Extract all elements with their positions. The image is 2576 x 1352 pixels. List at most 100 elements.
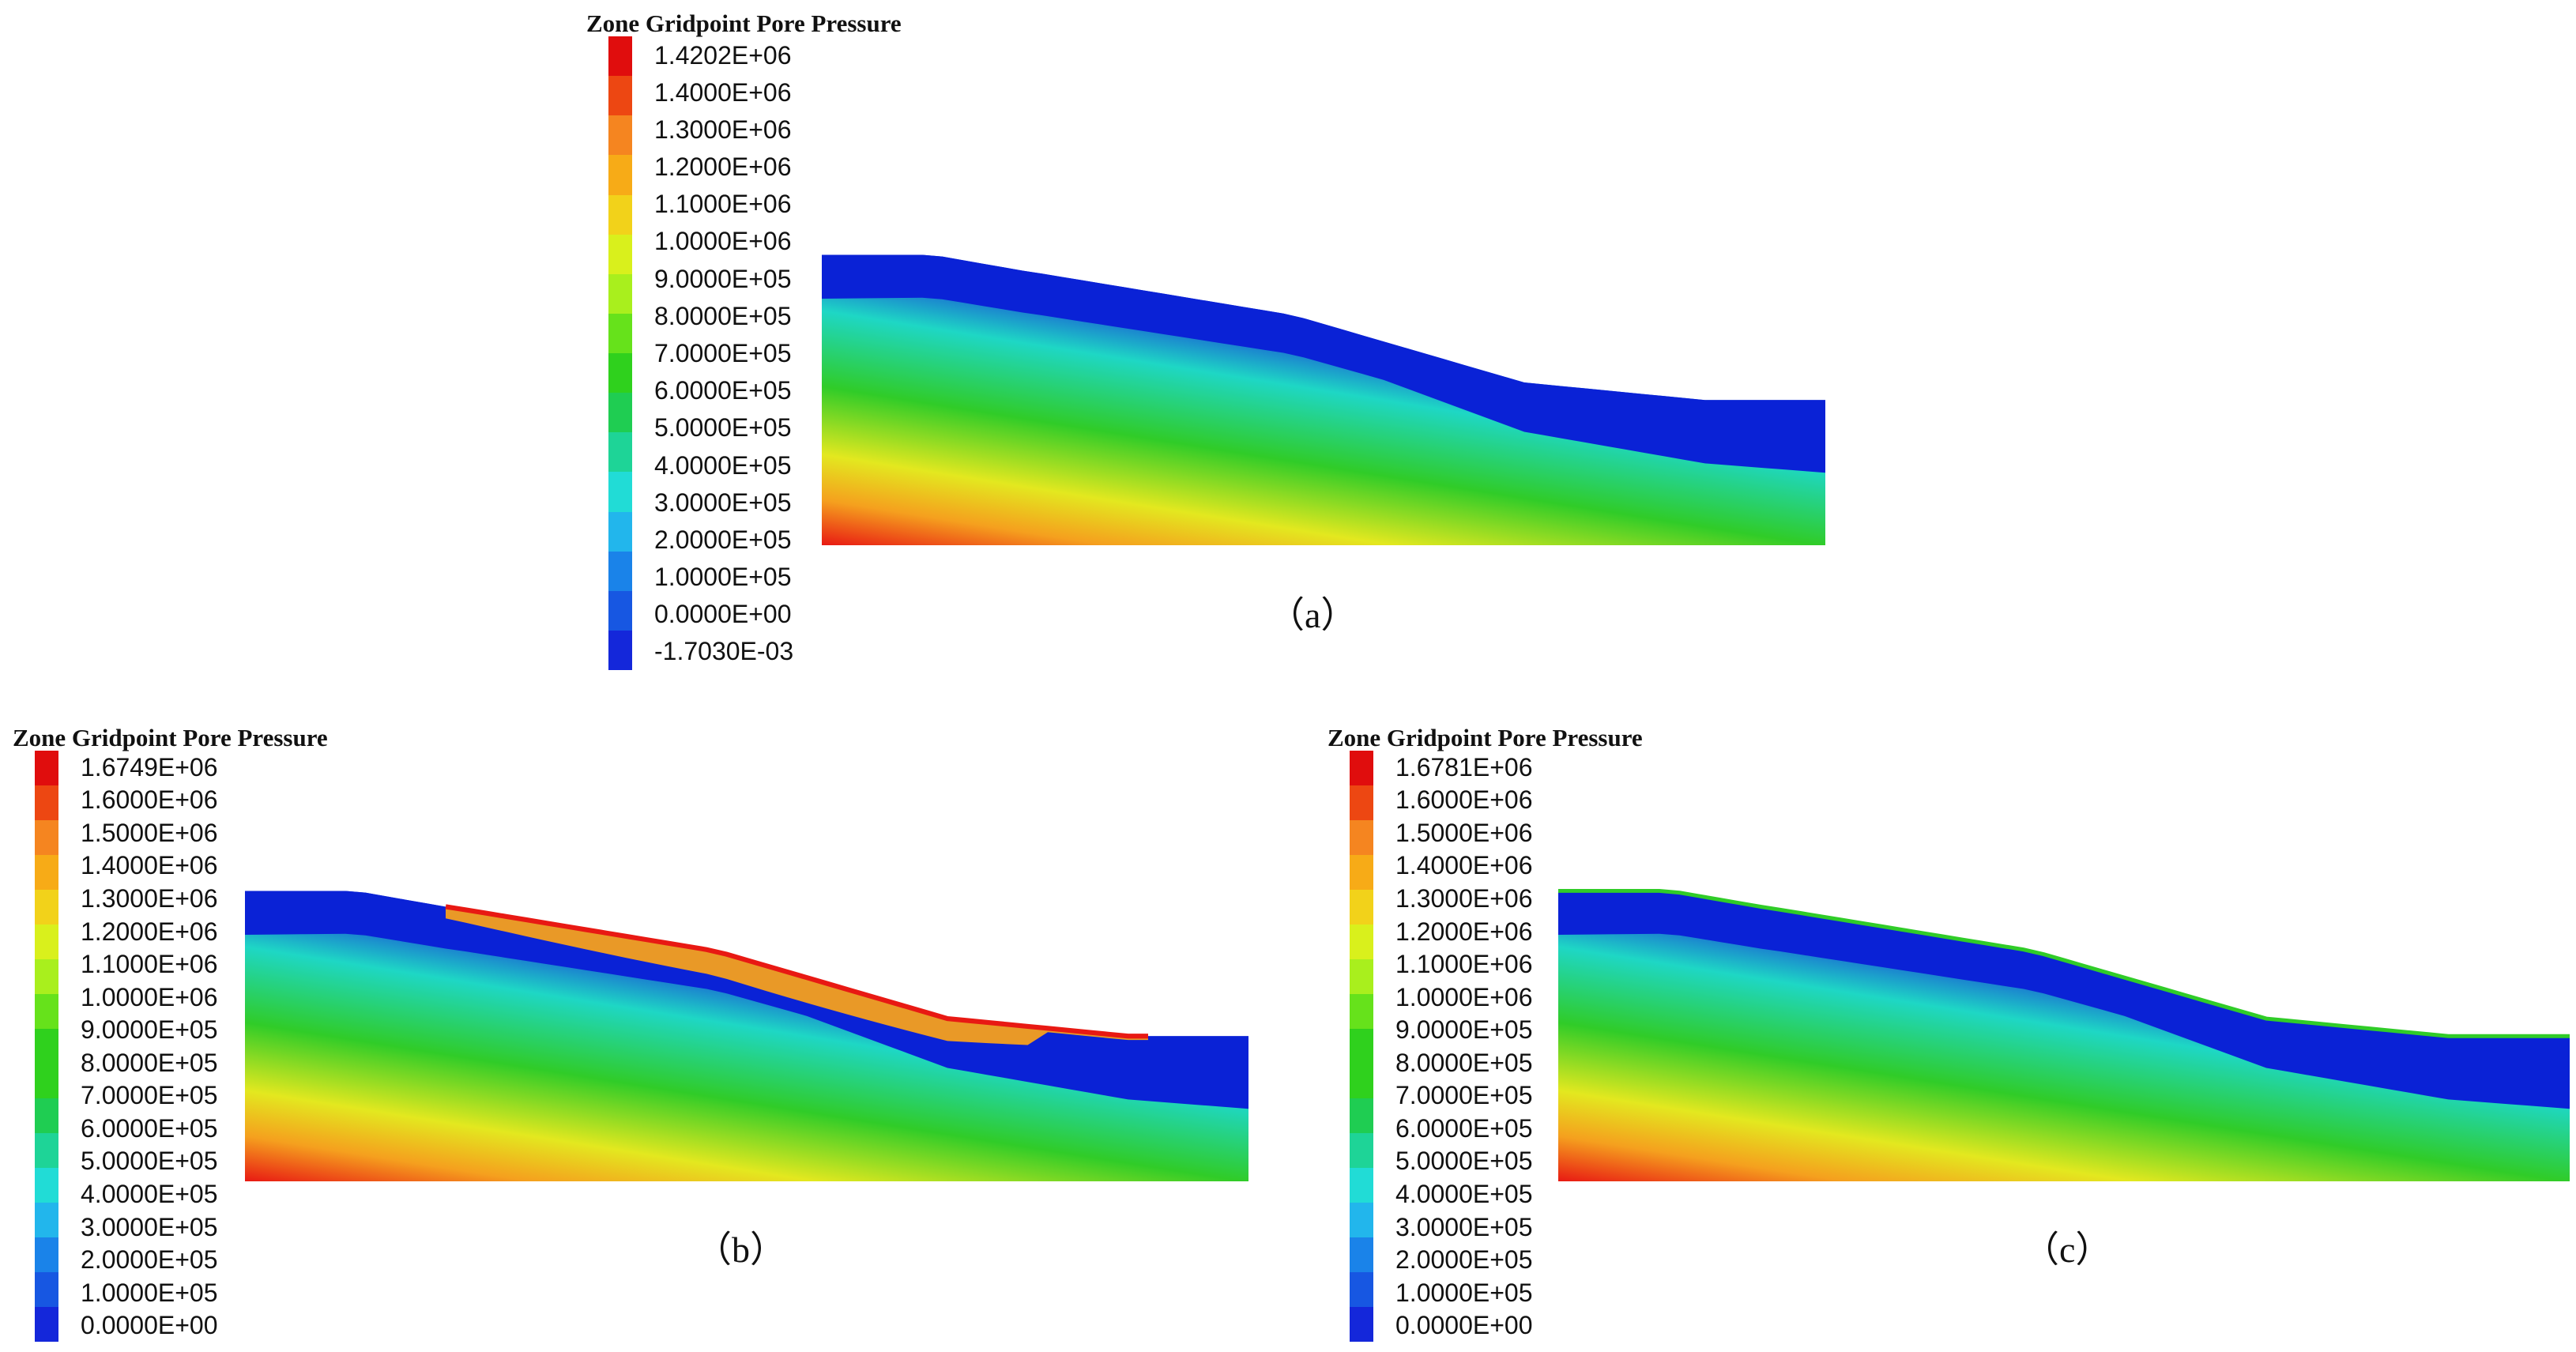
legend-tick-label: 1.4000E+06 [81,851,218,880]
legend-tick-label: 1.6000E+06 [81,785,218,815]
legend-tick-label: 5.0000E+05 [81,1147,218,1176]
color-bar [35,751,58,1342]
color-bar-swatch [35,890,58,925]
color-bar-swatch [35,1272,58,1307]
color-bar-swatch [35,1064,58,1098]
color-bar-swatch [1350,1168,1373,1203]
legend-tick-label: 0.0000E+00 [1395,1311,1533,1340]
unsaturated-zone [822,254,1825,473]
color-bar-swatch [608,353,632,394]
color-bar-swatch [1350,1272,1373,1307]
color-bar-swatch [35,1029,58,1064]
legend-tick-label: 8.0000E+05 [1395,1048,1533,1077]
color-bar-swatch [1350,1064,1373,1098]
color-bar-swatch [608,194,632,235]
color-bar-swatch [1350,1203,1373,1237]
legend-tick-label: 0.0000E+00 [81,1311,218,1340]
legend-tick-label: 1.3000E+06 [81,884,218,913]
color-bar-swatch [608,36,632,77]
pore-pressure-contour-plot [245,891,1248,1181]
legend-tick-label: 8.0000E+05 [654,301,792,330]
legend-tick-label: 1.4202E+06 [654,40,792,70]
color-bar-swatch [608,273,632,314]
color-bar-swatch [1350,785,1373,820]
color-bar [1350,751,1373,1342]
legend-tick-label: 1.3000E+06 [654,115,792,144]
legend-tick-label: 3.0000E+05 [654,488,792,517]
legend-tick-label: 1.5000E+06 [81,818,218,847]
legend-tick-label: 1.2000E+06 [81,917,218,946]
legend-tick-label: 6.0000E+05 [81,1113,218,1143]
legend-tick-label: 1.2000E+06 [654,153,792,182]
legend-tick-label: 2.0000E+05 [1395,1245,1533,1275]
color-bar-swatch [35,959,58,994]
legend-ticks: 1.4202E+06 1.4000E+06 1.3000E+06 1.2000E+06… [654,36,891,670]
legend-tick-label: 7.0000E+05 [1395,1081,1533,1110]
color-bar-swatch [1350,1133,1373,1168]
color-bar-swatch [608,432,632,473]
legend-tick-label: 1.0000E+05 [81,1278,218,1307]
color-bar-swatch [35,855,58,890]
panel-caption: （b） [695,1230,786,1270]
legend-tick-label: 1.0000E+06 [1395,982,1533,1011]
legend-tick-label: 9.0000E+05 [1395,1015,1533,1045]
legend-tick-label: 1.6000E+06 [1395,785,1533,815]
legend-tick-label: 3.0000E+05 [81,1212,218,1241]
legend-tick-label: 8.0000E+05 [81,1048,218,1077]
legend-tick-label: 1.1000E+06 [654,190,792,219]
color-bar-swatch [1350,959,1373,994]
color-bar-swatch [608,76,632,116]
color-bar-swatch [1350,1029,1373,1064]
legend-tick-label: -1.7030E-03 [654,637,794,666]
color-bar-swatch [608,234,632,274]
legend-tick-label: 6.0000E+05 [1395,1113,1533,1143]
legend-tick-label: 1.0000E+05 [1395,1278,1533,1307]
color-bar-swatch [35,751,58,785]
color-bar-swatch [1350,994,1373,1029]
legend-tick-label: 4.0000E+05 [654,450,792,480]
color-bar-swatch [1350,751,1373,785]
color-bar-swatch [608,630,632,670]
legend-tick-label: 1.4000E+06 [654,77,792,107]
color-bar-swatch [608,551,632,591]
legend-tick-label: 4.0000E+05 [1395,1180,1533,1208]
legend-title: Zone Gridpoint Pore Pressure [586,9,902,37]
color-bar-swatch [35,925,58,959]
unsaturated-zone [1558,891,2570,1109]
color-bar-swatch [1350,855,1373,890]
legend-tick-label: 3.0000E+05 [1395,1212,1533,1241]
legend-title: Zone Gridpoint Pore Pressure [1328,724,1643,751]
color-bar-swatch [35,1307,58,1342]
color-bar-swatch [1350,1307,1373,1342]
legend-tick-label: 1.3000E+06 [1395,884,1533,913]
legend-tick-label: 4.0000E+05 [81,1180,218,1208]
color-bar-swatch [1350,820,1373,855]
surface-rim [445,904,1148,1039]
unsaturated-zone [245,891,1248,1109]
legend-tick-label: 7.0000E+05 [654,339,792,367]
legend-tick-label: 1.1000E+06 [1395,950,1533,979]
legend-tick-label: 1.4000E+06 [1395,851,1533,880]
legend-tick-label: 7.0000E+05 [81,1081,218,1110]
saturated-zone [245,891,1248,1181]
legend-tick-label: 1.6781E+06 [1395,752,1533,781]
color-bar-swatch [35,1098,58,1133]
color-bar-swatch [608,472,632,512]
legend-tick-label: 2.0000E+05 [654,525,792,554]
legend-tick-label: 1.0000E+06 [81,982,218,1011]
legend-tick-label: 5.0000E+05 [1395,1147,1533,1176]
surface-rim [1558,889,2570,1038]
color-bar-swatch [35,994,58,1029]
color-bar [608,36,632,670]
panel-caption: （a） [1268,595,1358,635]
legend-tick-label: 1.2000E+06 [1395,917,1533,946]
legend-ticks: 1.6781E+06 1.6000E+06 1.5000E+06 1.4000E+06… [1395,751,1633,1342]
color-bar-swatch [608,511,632,552]
color-bar-swatch [608,155,632,195]
color-bar-swatch [35,820,58,855]
color-bar-swatch [608,313,632,353]
legend-tick-label: 1.0000E+06 [654,227,792,256]
legend-title: Zone Gridpoint Pore Pressure [13,724,328,751]
color-bar-swatch [35,1168,58,1203]
color-bar-swatch [608,393,632,433]
